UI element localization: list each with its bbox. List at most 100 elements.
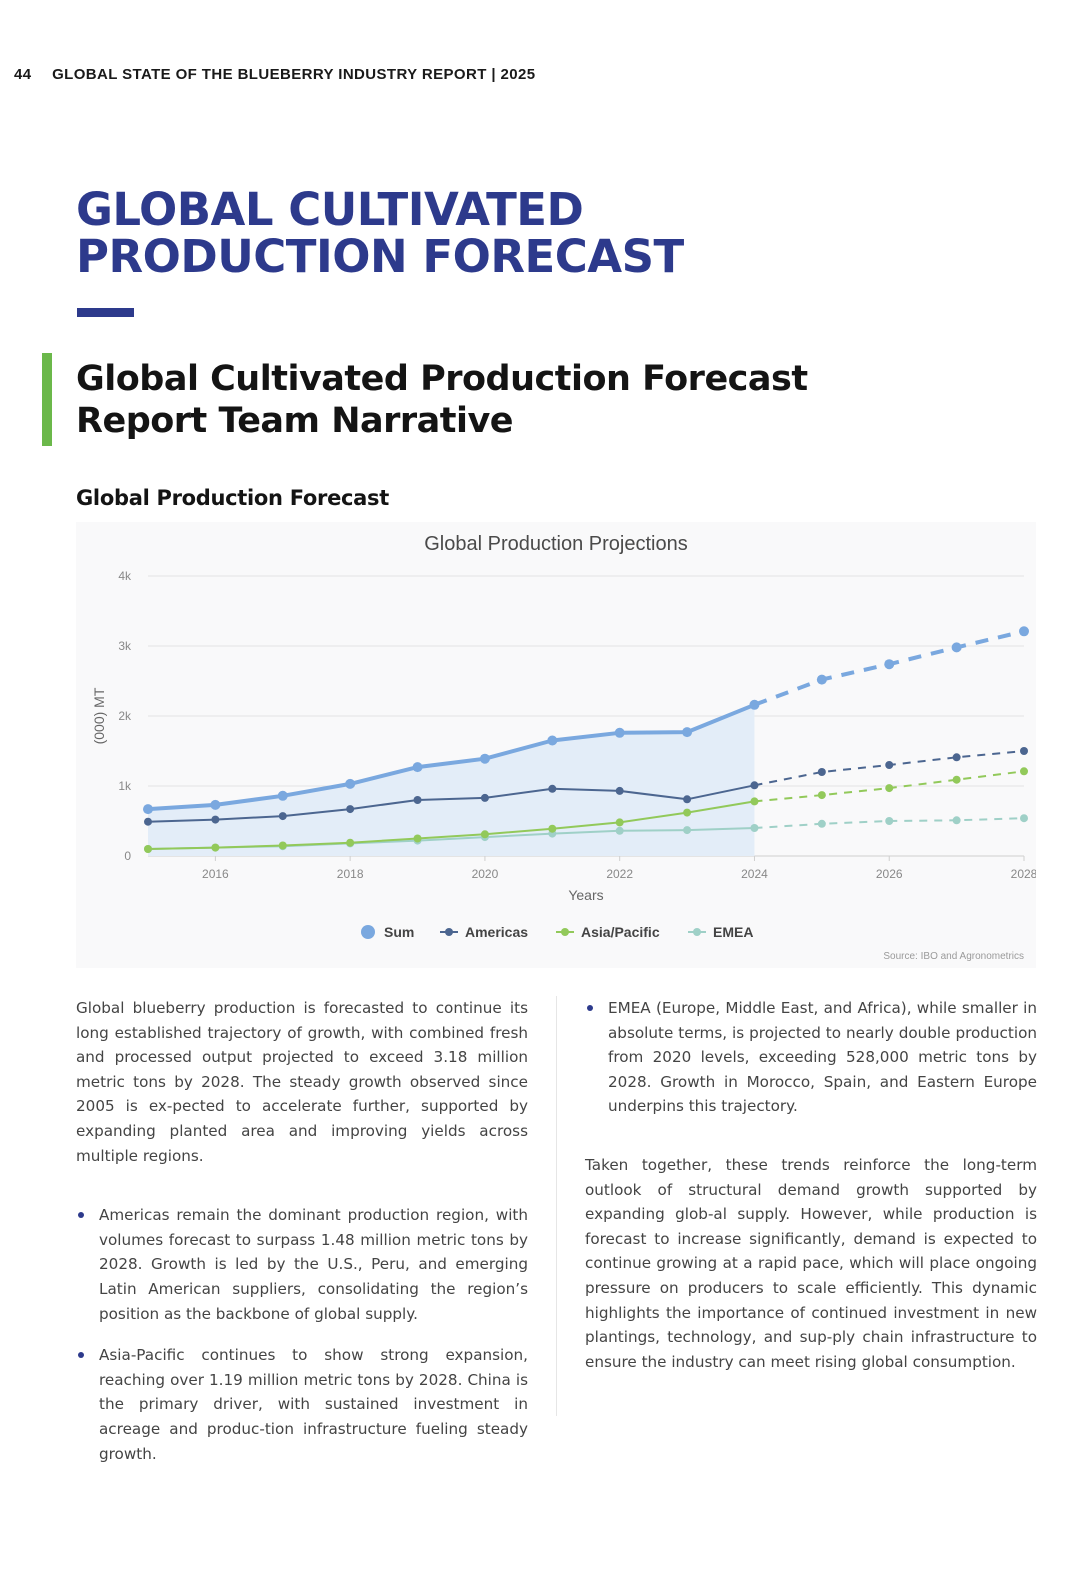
data-point-emea xyxy=(952,816,961,825)
data-point-asia-pacific xyxy=(211,843,220,852)
data-point-sum xyxy=(682,727,693,738)
data-point-emea xyxy=(1020,814,1028,823)
x-tick-label: 2018 xyxy=(337,867,364,881)
sum-area-fill xyxy=(148,704,755,856)
data-point-americas xyxy=(885,761,894,769)
data-point-americas xyxy=(211,815,220,824)
data-point-asia-pacific xyxy=(346,838,355,847)
chart-title: Global Production Projections xyxy=(424,533,687,555)
left-column: Global blueberry production is forecaste… xyxy=(76,996,528,1466)
data-point-sum xyxy=(614,727,625,738)
data-point-sum xyxy=(884,659,895,670)
y-tick-label: 2k xyxy=(118,709,132,723)
x-tick-label: 2028 xyxy=(1011,867,1036,881)
page-title-line-1: GLOBAL CULTIVATED xyxy=(76,183,584,236)
data-point-sum xyxy=(547,735,558,746)
data-point-asia-pacific xyxy=(683,808,692,817)
legend-label-emea: EMEA xyxy=(713,924,753,940)
series-forecast-line-emea xyxy=(754,817,1025,829)
data-point-americas xyxy=(548,784,557,793)
column-divider xyxy=(556,996,557,1416)
data-point-sum xyxy=(277,790,288,801)
data-point-asia-pacific xyxy=(817,791,826,800)
data-point-sum xyxy=(479,753,490,764)
data-point-asia-pacific xyxy=(952,775,961,784)
intro-paragraph: Global blueberry production is forecaste… xyxy=(76,999,528,1165)
bullet-asia-pacific-text: Asia-Pacific continues to show strong ex… xyxy=(99,1346,528,1463)
data-point-emea xyxy=(750,824,759,832)
series-line-americas xyxy=(147,784,755,823)
x-tick-label: 2020 xyxy=(472,867,499,881)
section-title: Global Cultivated Production Forecast Re… xyxy=(76,358,808,442)
data-point-americas xyxy=(346,805,355,814)
data-point-sum xyxy=(345,778,356,789)
right-column: EMEA (Europe, Middle East, and Africa), … xyxy=(585,996,1037,1374)
data-point-americas xyxy=(615,786,624,795)
x-tick-label: 2022 xyxy=(606,867,633,881)
data-point-americas xyxy=(750,781,759,790)
bullet-dot xyxy=(78,1352,84,1359)
data-point-sum xyxy=(749,699,760,710)
data-point-americas xyxy=(952,753,961,762)
data-point-sum xyxy=(816,674,827,685)
data-point-americas xyxy=(1020,747,1028,755)
data-point-sum xyxy=(143,804,153,815)
chart-source: Source: IBO and Agronometrics xyxy=(883,951,1024,962)
data-point-sum xyxy=(1019,626,1029,637)
data-point-emea xyxy=(615,826,624,835)
x-tick-label: 2016 xyxy=(202,867,229,881)
page-title-line-2: PRODUCTION FORECAST xyxy=(76,230,684,283)
bullet-dot xyxy=(78,1212,84,1219)
bullet-emea-text: EMEA (Europe, Middle East, and Africa), … xyxy=(608,999,1037,1116)
bullet-americas-text: Americas remain the dominant production … xyxy=(99,1206,528,1323)
data-point-americas xyxy=(480,793,489,802)
section-accent-bar xyxy=(42,353,52,446)
data-point-emea xyxy=(817,819,826,828)
running-header: 44 GLOBAL STATE OF THE BLUEBERRY INDUSTR… xyxy=(14,66,535,83)
legend-marker-emea xyxy=(693,928,701,936)
bullet-emea: EMEA (Europe, Middle East, and Africa), … xyxy=(585,996,1037,1119)
production-chart: Global Production Projections 0 1k 2k 3k 4k 20… xyxy=(76,522,1036,968)
data-point-asia-pacific xyxy=(548,824,557,833)
conclusion-paragraph: Taken together, these trends reinforce t… xyxy=(585,1155,1037,1371)
data-point-sum xyxy=(210,799,221,810)
section-title-line-1: Global Cultivated Production Forecast xyxy=(76,359,808,399)
data-point-emea xyxy=(885,817,894,825)
bullet-americas: Americas remain the dominant production … xyxy=(76,1203,528,1326)
data-point-asia-pacific xyxy=(480,830,489,839)
data-point-americas xyxy=(683,795,692,804)
data-point-asia-pacific xyxy=(413,834,422,843)
series-line-asia-pacific xyxy=(147,800,755,850)
y-tick-label: 1k xyxy=(118,779,132,793)
sub-heading: Global Production Forecast xyxy=(76,486,389,510)
data-point-asia-pacific xyxy=(750,797,759,806)
data-point-emea xyxy=(683,826,692,835)
chart-svg: Global Production Projections 0 1k 2k 3k 4k 20… xyxy=(91,533,1036,962)
data-point-asia-pacific xyxy=(278,841,287,850)
page-number: 44 xyxy=(14,66,32,83)
data-point-asia-pacific xyxy=(144,845,152,853)
legend-marker-asia-pacific xyxy=(561,928,569,936)
data-point-americas xyxy=(817,768,826,776)
legend-label-americas: Americas xyxy=(465,924,528,940)
x-tick-label: 2026 xyxy=(876,867,903,881)
title-underline-rule xyxy=(77,308,134,317)
legend-label-sum: Sum xyxy=(384,924,414,940)
data-point-americas xyxy=(413,796,422,804)
legend-marker-sum xyxy=(361,925,375,939)
x-axis-label: Years xyxy=(568,887,603,903)
data-point-asia-pacific xyxy=(615,818,624,827)
y-tick-label: 3k xyxy=(118,639,132,653)
y-axis-label: (000) MT xyxy=(91,687,107,744)
report-title: GLOBAL STATE OF THE BLUEBERRY INDUSTRY R… xyxy=(52,66,536,83)
data-point-americas xyxy=(278,812,287,821)
data-point-asia-pacific xyxy=(1020,767,1028,776)
bullet-asia-pacific: Asia-Pacific continues to show strong ex… xyxy=(76,1343,528,1466)
bullet-dot xyxy=(587,1005,593,1011)
x-tick-label: 2024 xyxy=(741,867,768,881)
section-title-line-2: Report Team Narrative xyxy=(76,401,514,441)
y-tick-label: 0 xyxy=(124,849,131,863)
data-point-asia-pacific xyxy=(885,784,894,793)
legend-label-asia-pacific: Asia/Pacific xyxy=(581,924,660,940)
page-title: GLOBAL CULTIVATED PRODUCTION FORECAST xyxy=(76,186,684,280)
